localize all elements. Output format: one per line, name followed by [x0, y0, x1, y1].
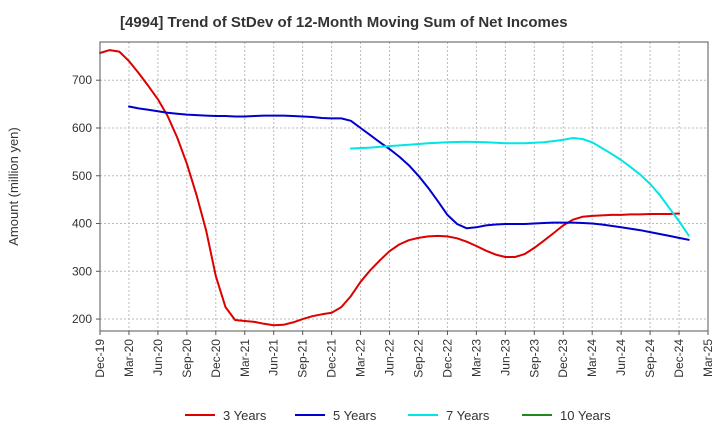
x-tick-label: Jun-24: [614, 339, 628, 376]
series-line-7-years: [349, 137, 690, 237]
x-tick-label: Sep-20: [180, 339, 194, 378]
legend-label: 3 Years: [223, 408, 267, 423]
y-axis-label: Amount (million yen): [6, 127, 21, 246]
axis-layer: 200 300 400 500 600 700 Dec-19 Mar-20 Jun-20 Sep-…: [6, 41, 715, 378]
legend-label: 7 Years: [446, 408, 490, 423]
x-tick-label: Dec-22: [440, 339, 454, 378]
x-tick-label: Sep-22: [411, 339, 425, 378]
x-tick-label: Dec-19: [93, 339, 107, 378]
x-tick-label: Mar-22: [354, 339, 368, 377]
x-tick-label: Jun-21: [267, 339, 281, 376]
x-tick-label: Dec-24: [672, 339, 686, 378]
x-tick-label: Dec-21: [325, 339, 339, 378]
y-tick-label: 500: [72, 169, 92, 183]
x-tick-label: Mar-23: [469, 339, 483, 377]
legend: 3 Years 5 Years 7 Years 10 Years: [185, 408, 611, 423]
x-tick-label: Dec-23: [556, 339, 570, 378]
y-tick-label: 600: [72, 121, 92, 135]
chart-title: [4994] Trend of StDev of 12-Month Moving…: [120, 14, 568, 31]
x-tick-label: Dec-20: [209, 339, 223, 378]
plot-frame: [99, 41, 709, 332]
x-tick-label: Sep-24: [643, 339, 657, 378]
x-tick-label: Mar-20: [122, 339, 136, 377]
legend-label: 5 Years: [333, 408, 377, 423]
y-tick-label: 300: [72, 264, 92, 278]
series-line-5-years: [128, 105, 690, 241]
series-layer: [99, 49, 690, 327]
y-tick-label: 200: [72, 312, 92, 326]
x-tick-label: Sep-21: [296, 339, 310, 378]
x-tick-label: Mar-25: [701, 339, 715, 377]
x-tick-label: Sep-23: [527, 339, 541, 378]
x-tick-label: Jun-23: [498, 339, 512, 376]
x-tick-label: Jun-20: [151, 339, 165, 376]
x-tick-label: Jun-22: [383, 339, 397, 376]
x-tick-label: Mar-21: [238, 339, 252, 377]
y-tick-label: 700: [72, 73, 92, 87]
series-line-3-years: [99, 49, 680, 327]
y-tick-label: 400: [72, 217, 92, 231]
grid-layer: [99, 42, 709, 331]
legend-label: 10 Years: [560, 408, 611, 423]
x-tick-label: Mar-24: [585, 339, 599, 377]
